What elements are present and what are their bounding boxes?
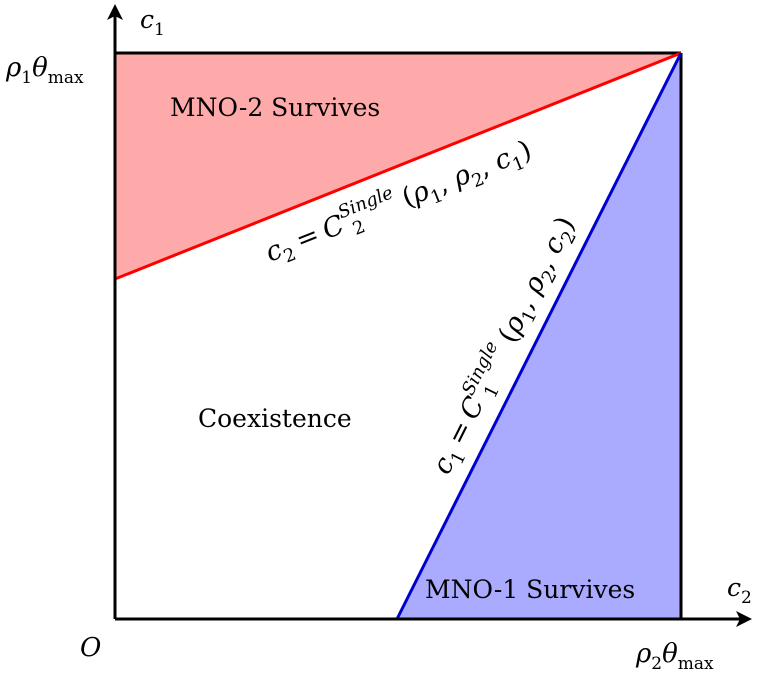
y-axis-label: c1 (140, 5, 165, 40)
mno1-region-label: MNO-1 Survives (425, 575, 635, 604)
y-max-label: ρ1θmax (5, 53, 84, 88)
y-axis-arrow-icon (107, 4, 123, 20)
origin-label: O (80, 633, 101, 663)
red-boundary-curve (114, 51, 682, 281)
x-axis-arrow-icon (736, 611, 752, 627)
blue-boundary-curve (395, 52, 683, 620)
mno2-region-label: MNO-2 Survives (170, 93, 380, 122)
x-max-label: ρ2θmax (635, 639, 714, 674)
coexistence-label: Coexistence (198, 404, 352, 433)
x-axis-label: c2 (727, 573, 752, 608)
